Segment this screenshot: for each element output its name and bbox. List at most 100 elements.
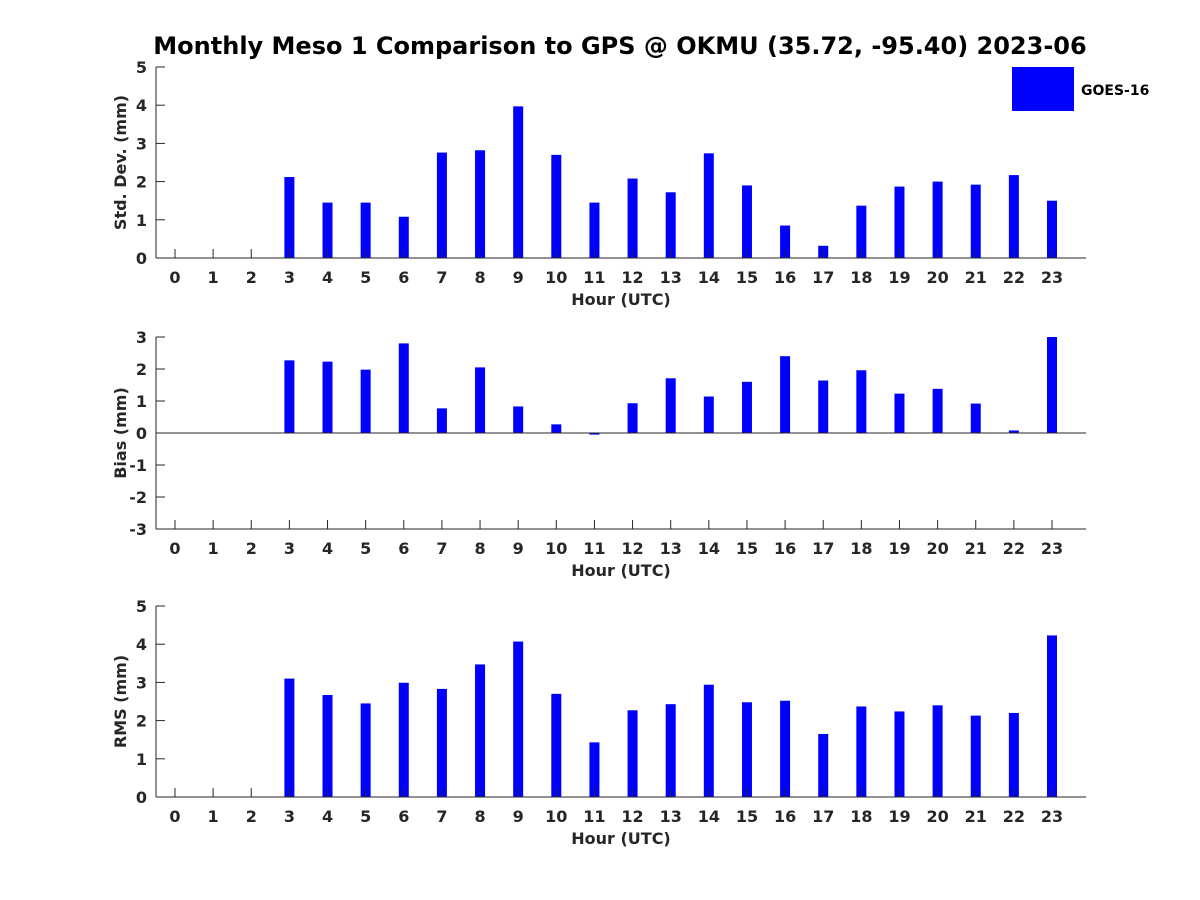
x-tick-label: 5 [360, 807, 371, 826]
y-tick-label: -1 [129, 456, 147, 475]
x-tick-label: 21 [965, 268, 987, 287]
x-tick-label: 20 [926, 539, 948, 558]
x-tick-label: 9 [513, 268, 524, 287]
bar-hour-22 [1008, 712, 1019, 797]
x-tick-label: 4 [322, 268, 333, 287]
y-tick-label: 0 [136, 424, 147, 443]
x-tick-label: 6 [398, 539, 409, 558]
x-tick-label: 11 [583, 539, 605, 558]
bar-hour-12 [627, 178, 638, 258]
y-tick-label: 3 [136, 134, 147, 153]
bar-hour-4 [322, 202, 333, 258]
bar-hour-23 [1047, 337, 1057, 433]
y-tick-label: 1 [136, 211, 147, 230]
y-tick-label: 2 [136, 360, 147, 379]
y-tick-label: 2 [136, 173, 147, 192]
x-axis-label: Hour (UTC) [571, 561, 671, 580]
y-axis-label: Bias (mm) [111, 387, 130, 479]
bar-hour-18 [856, 205, 867, 258]
x-tick-label: 0 [169, 539, 180, 558]
x-tick-label: 6 [398, 268, 409, 287]
x-tick-label: 10 [545, 539, 567, 558]
legend: GOES-16 [1012, 67, 1149, 111]
bar-hour-7 [436, 152, 447, 258]
bar-hour-16 [780, 225, 791, 258]
x-tick-label: 2 [246, 807, 257, 826]
x-tick-label: 17 [812, 539, 834, 558]
std-dev-panel: 0 1 2 3 4 5 6 7 8 9 10 11 12 13 14 15 16 17 18 19 20 21 22 2301… [111, 58, 1086, 309]
bar-hour-19 [894, 186, 905, 258]
y-tick-label: 5 [136, 58, 147, 77]
x-tick-label: 6 [398, 807, 409, 826]
bar-hour-6 [398, 682, 409, 797]
bar-hour-16 [780, 700, 791, 797]
bar-hour-6 [398, 343, 409, 433]
bar-hour-17 [818, 733, 829, 797]
x-tick-label: 9 [513, 539, 524, 558]
bar-hour-21 [970, 184, 981, 258]
bar-hour-8 [475, 664, 486, 797]
x-tick-label: 5 [360, 268, 371, 287]
x-tick-label: 20 [926, 268, 948, 287]
y-tick-label: 1 [136, 750, 147, 769]
y-tick-label: -2 [129, 488, 147, 507]
bar-hour-22 [1008, 175, 1019, 258]
bar-hour-8 [475, 150, 486, 258]
x-tick-label: 22 [1003, 539, 1025, 558]
x-tick-label: 19 [888, 268, 910, 287]
bar-hour-15 [741, 702, 752, 797]
bar-hour-14 [703, 153, 714, 258]
x-tick-label: 3 [284, 807, 295, 826]
bar-hour-22 [1008, 430, 1019, 433]
x-axis-label: Hour (UTC) [571, 290, 671, 309]
bar-hour-16 [780, 356, 791, 433]
x-tick-label: 4 [322, 539, 333, 558]
y-tick-label: 2 [136, 712, 147, 731]
bar-hour-14 [703, 396, 714, 433]
x-tick-label: 3 [284, 539, 295, 558]
bar-hour-13 [665, 378, 676, 433]
x-tick-label: 2 [246, 539, 257, 558]
x-tick-label: 8 [474, 539, 485, 558]
x-tick-label: 7 [436, 268, 447, 287]
x-tick-label: 7 [436, 807, 447, 826]
bar-hour-10 [551, 424, 562, 433]
bar-hour-9 [513, 641, 524, 797]
bar-hour-10 [551, 693, 562, 797]
y-tick-label: 3 [136, 673, 147, 692]
x-tick-label: 13 [660, 807, 682, 826]
x-tick-label: 0 [169, 807, 180, 826]
x-tick-label: 13 [660, 268, 682, 287]
y-tick-label: 1 [136, 392, 147, 411]
x-tick-label: 10 [545, 268, 567, 287]
bar-hour-13 [665, 192, 676, 258]
x-tick-label: 15 [736, 268, 758, 287]
bar-hour-10 [551, 154, 562, 258]
bar-hour-9 [513, 406, 524, 433]
x-tick-label: 19 [888, 539, 910, 558]
x-tick-label: 18 [850, 268, 872, 287]
x-tick-label: 4 [322, 807, 333, 826]
x-tick-label: 1 [208, 268, 219, 287]
x-tick-label: 2 [246, 268, 257, 287]
y-axis-label: RMS (mm) [111, 655, 130, 748]
x-tick-label: 17 [812, 268, 834, 287]
bar-hour-7 [436, 688, 447, 797]
x-tick-label: 11 [583, 268, 605, 287]
bar-hour-5 [360, 369, 371, 433]
x-tick-label: 17 [812, 807, 834, 826]
x-tick-label: 18 [850, 807, 872, 826]
x-tick-label: 14 [698, 268, 720, 287]
bar-hour-18 [856, 370, 867, 433]
y-tick-label: 4 [136, 96, 147, 115]
x-tick-label: 21 [965, 807, 987, 826]
x-tick-label: 23 [1041, 268, 1063, 287]
rms-panel: 0 1 2 3 4 5 6 7 8 9 10 11 12 13 14 15 16 17 18 19 20 21 22 2301… [111, 597, 1086, 848]
bar-hour-23 [1047, 635, 1057, 797]
bar-hour-13 [665, 704, 676, 797]
x-tick-label: 8 [474, 807, 485, 826]
y-tick-label: 4 [136, 635, 147, 654]
bar-hour-19 [894, 393, 905, 433]
chart-title: Monthly Meso 1 Comparison to GPS @ OKMU … [153, 32, 1086, 60]
x-tick-label: 14 [698, 539, 720, 558]
